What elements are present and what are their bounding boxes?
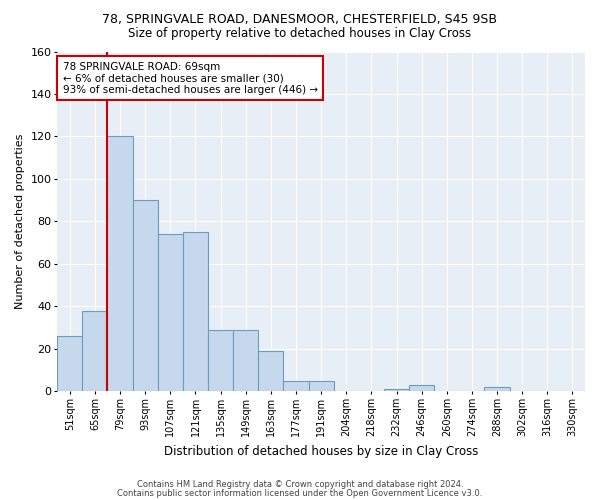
Bar (82, 310, 107, 391)
Bar (158, 234, 183, 391)
Bar (57, 336, 82, 391)
Bar (233, 330, 258, 391)
Bar (107, 136, 133, 391)
Bar (484, 387, 509, 391)
Bar (183, 232, 208, 391)
Bar (133, 200, 158, 391)
Bar (283, 380, 308, 391)
Text: Contains public sector information licensed under the Open Government Licence v3: Contains public sector information licen… (118, 488, 482, 498)
Text: Contains HM Land Registry data © Crown copyright and database right 2024.: Contains HM Land Registry data © Crown c… (137, 480, 463, 489)
Text: 78, SPRINGVALE ROAD, DANESMOOR, CHESTERFIELD, S45 9SB: 78, SPRINGVALE ROAD, DANESMOOR, CHESTERF… (103, 12, 497, 26)
X-axis label: Distribution of detached houses by size in Clay Cross: Distribution of detached houses by size … (164, 444, 478, 458)
Bar (384, 389, 409, 391)
Bar (258, 351, 283, 391)
Bar (308, 380, 334, 391)
Bar (208, 330, 233, 391)
Y-axis label: Number of detached properties: Number of detached properties (15, 134, 25, 309)
Bar (409, 385, 434, 391)
Text: Size of property relative to detached houses in Clay Cross: Size of property relative to detached ho… (128, 28, 472, 40)
Text: 78 SPRINGVALE ROAD: 69sqm
← 6% of detached houses are smaller (30)
93% of semi-d: 78 SPRINGVALE ROAD: 69sqm ← 6% of detach… (62, 62, 317, 95)
